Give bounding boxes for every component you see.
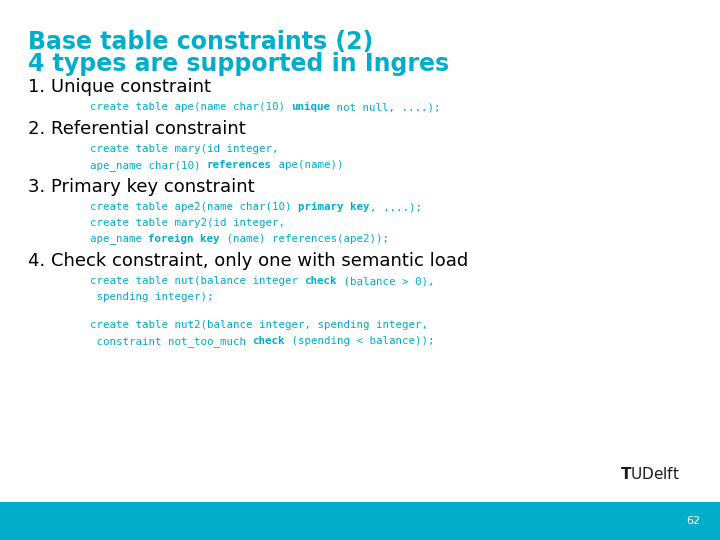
Text: not null, ....);: not null, ....);	[330, 102, 441, 112]
Text: create table nut(balance integer: create table nut(balance integer	[90, 276, 305, 286]
Text: 4 types are supported in Ingres: 4 types are supported in Ingres	[28, 52, 449, 76]
Text: create table ape2(name char(10): create table ape2(name char(10)	[90, 202, 298, 212]
Text: 2. Referential constraint: 2. Referential constraint	[28, 120, 246, 138]
Text: create table ape(name char(10): create table ape(name char(10)	[90, 102, 292, 112]
Text: create table mary(id integer,: create table mary(id integer,	[90, 144, 279, 154]
Text: ape_name: ape_name	[90, 234, 148, 244]
Text: $\bf{T}$UDelft: $\bf{T}$UDelft	[620, 466, 680, 482]
Text: references: references	[207, 160, 272, 170]
Text: (name) references(ape2));: (name) references(ape2));	[220, 234, 389, 244]
Text: check: check	[305, 276, 337, 286]
Text: 3. Primary key constraint: 3. Primary key constraint	[28, 178, 255, 196]
Text: check: check	[253, 336, 285, 346]
Text: unique: unique	[292, 102, 330, 112]
Text: create table mary2(id integer,: create table mary2(id integer,	[90, 218, 285, 228]
Text: primary key: primary key	[298, 202, 369, 212]
Text: Base table constraints (2): Base table constraints (2)	[28, 30, 373, 54]
Text: , ....);: , ....);	[369, 202, 421, 212]
Text: foreign key: foreign key	[148, 234, 220, 244]
Text: create table nut2(balance integer, spending integer,: create table nut2(balance integer, spend…	[90, 320, 428, 330]
Bar	[0, 502, 720, 540]
Text: constraint not_too_much: constraint not_too_much	[90, 336, 253, 347]
Text: (spending < balance));: (spending < balance));	[285, 336, 434, 346]
Text: (balance > 0),: (balance > 0),	[337, 276, 434, 286]
Text: ape(name)): ape(name))	[272, 160, 343, 170]
Text: 1. Unique constraint: 1. Unique constraint	[28, 78, 211, 96]
Text: spending integer);: spending integer);	[90, 292, 214, 302]
Text: 4. Check constraint, only one with semantic load: 4. Check constraint, only one with seman…	[28, 252, 468, 270]
Text: ape_name char(10): ape_name char(10)	[90, 160, 207, 171]
Text: 62: 62	[686, 516, 700, 526]
